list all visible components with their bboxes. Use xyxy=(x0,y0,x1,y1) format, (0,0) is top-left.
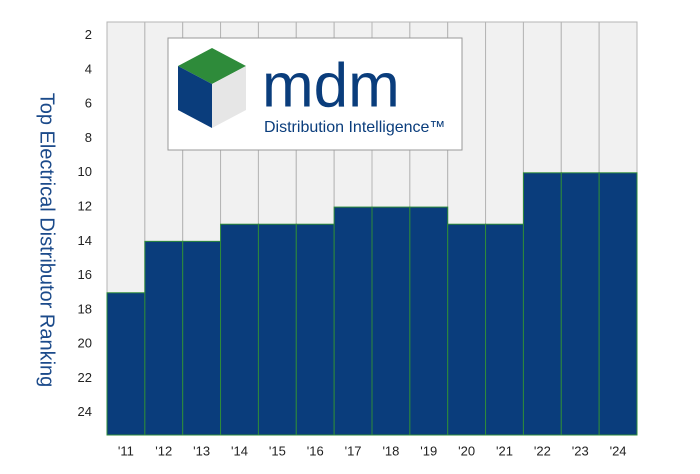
y-tick-label: 18 xyxy=(78,301,92,316)
bar xyxy=(485,223,524,436)
bar xyxy=(182,240,222,436)
y-tick-label: 8 xyxy=(85,130,92,145)
x-tick-label: '15 xyxy=(269,443,286,458)
x-tick-label: '19 xyxy=(420,443,437,458)
x-tick-label: '22 xyxy=(534,443,551,458)
y-tick-label: 22 xyxy=(78,370,92,385)
bar xyxy=(598,172,638,436)
x-tick-label: '14 xyxy=(231,443,248,458)
bar xyxy=(106,292,146,436)
x-tick-label: '11 xyxy=(118,443,134,458)
logo-name: mdm xyxy=(262,51,400,120)
x-tick-label: '18 xyxy=(382,443,399,458)
logo-tagline: Distribution Intelligence™ xyxy=(264,119,445,136)
bar xyxy=(333,206,373,436)
bar xyxy=(409,206,449,436)
x-tick-label: '24 xyxy=(610,443,627,458)
bar xyxy=(447,223,487,436)
x-tick-label: '12 xyxy=(155,443,172,458)
y-tick-label: 2 xyxy=(85,27,92,42)
x-tick-label: '13 xyxy=(193,443,210,458)
y-axis-label: Top Electrical Distributor Ranking xyxy=(36,93,58,388)
logo: mdm Distribution Intelligence™ xyxy=(167,37,463,151)
logo-cube-left xyxy=(178,66,212,128)
y-tick-label: 6 xyxy=(85,96,92,111)
y-tick-label: 24 xyxy=(78,404,92,419)
y-tick-label: 16 xyxy=(78,267,92,282)
x-tick-label: '21 xyxy=(496,443,513,458)
bar xyxy=(295,223,335,436)
y-tick-label: 10 xyxy=(78,164,92,179)
x-tick-label: '23 xyxy=(572,443,589,458)
bar xyxy=(220,223,259,436)
bar xyxy=(257,223,297,436)
bar xyxy=(144,240,184,436)
x-tick-label: '16 xyxy=(307,443,324,458)
bar xyxy=(560,172,600,436)
y-tick-label: 12 xyxy=(78,199,92,214)
logo-cube-right xyxy=(212,66,246,128)
bar xyxy=(371,206,411,436)
x-tick-label: '20 xyxy=(458,443,475,458)
bar xyxy=(522,172,562,436)
y-tick-label: 14 xyxy=(78,233,92,248)
y-tick-label: 20 xyxy=(78,336,92,351)
y-tick-label: 4 xyxy=(85,61,92,76)
x-tick-label: '17 xyxy=(345,443,362,458)
